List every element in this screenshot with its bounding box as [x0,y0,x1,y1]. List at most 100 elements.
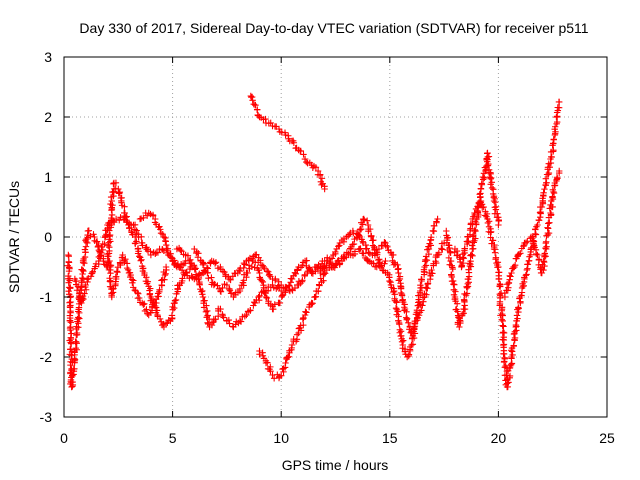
data-point [487,175,494,183]
data-point [547,209,554,217]
data-point [129,279,136,287]
data-point [263,267,271,275]
data-point [368,232,375,240]
data-point [540,257,547,265]
data-point [103,231,110,238]
data-point [546,163,553,171]
data-point [424,246,431,253]
data-point [394,308,401,315]
data-point [550,189,558,197]
data-point [453,300,461,307]
data-point [394,266,402,273]
data-point [505,379,512,386]
data-point [256,292,263,299]
data-point [75,314,82,321]
data-point [260,284,268,292]
data-point [116,188,124,196]
data-point [121,203,128,210]
data-point [282,359,289,367]
data-point [390,251,397,259]
data-point [193,248,201,255]
data-point [73,329,81,337]
data-point [334,257,341,265]
data-point [179,275,186,282]
data-point [403,316,410,323]
data-point [204,319,211,327]
x-tick-label: 0 [60,430,68,446]
data-point [390,287,398,295]
data-point [553,174,561,181]
data-point [225,316,233,324]
data-point [516,293,524,301]
data-point [396,321,403,328]
data-point [487,181,494,188]
data-point [549,203,556,211]
data-point [138,233,145,240]
data-point [511,336,518,343]
data-point [168,312,176,319]
data-point [112,179,120,186]
data-point [541,250,549,257]
data-point [461,245,468,252]
data-point [459,310,466,318]
data-point [262,293,270,301]
data-point [177,246,184,254]
data-point [299,262,306,269]
data-point [457,317,464,325]
data-point [446,244,453,252]
grid-layer [64,57,607,417]
data-point [252,101,259,109]
y-tick-label: 0 [44,229,52,245]
data-point [550,146,557,154]
data-point [141,300,148,308]
data-point [396,275,404,283]
data-point [509,265,517,272]
data-point [208,321,216,329]
data-point [259,278,267,286]
data-point [255,266,263,274]
data-point [158,277,165,284]
data-point [312,164,320,171]
data-point [542,238,550,245]
data-point [101,241,108,248]
data-point [478,181,486,188]
data-point [66,317,73,325]
x-tick-label: 10 [273,430,289,446]
data-point [424,280,431,288]
data-point [403,308,410,315]
data-point [194,254,202,261]
data-point [82,249,89,256]
data-point [489,237,497,244]
data-point [272,275,279,283]
data-point [273,285,280,292]
data-point [254,106,261,113]
data-point [286,282,293,290]
data-point [458,263,465,270]
data-point [223,281,231,289]
data-point [97,252,104,259]
data-point [65,267,73,275]
data-point [556,98,563,106]
data-point [415,312,423,319]
data-point [219,284,226,292]
data-point [232,321,239,328]
data-point [456,317,463,324]
data-point [300,321,307,329]
data-point [267,368,274,375]
data-point [517,250,524,257]
data-point [136,294,143,302]
data-point [144,310,151,317]
data-point [386,277,393,285]
data-point [550,136,557,143]
data-point [83,276,91,283]
data-point [192,265,199,272]
ticks-layer: 0 5 10 15 20 25 -3 -2 -1 0 1 2 3 [40,49,615,446]
data-point [178,266,186,274]
data-point [469,252,476,260]
data-point [534,221,541,229]
data-point [538,203,546,211]
data-point [278,372,285,379]
data-point [405,319,412,326]
data-point [219,268,227,275]
data-point [422,262,430,269]
